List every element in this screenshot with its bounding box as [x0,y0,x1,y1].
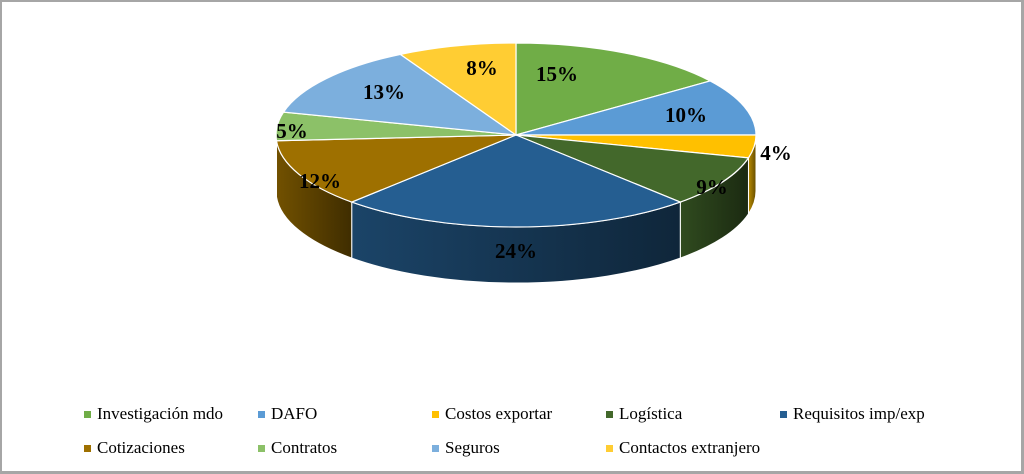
legend-label: Seguros [445,438,500,457]
pie-slice-1 [515,80,757,136]
legend-item-costos: Costos exportar [432,404,552,424]
pie-slice-0 [515,42,712,136]
data-label: 13% [363,80,405,104]
pie-slice-5 [275,134,517,203]
legend-label: Logística [619,404,683,423]
pie-slice-7 [282,53,519,136]
legend-swatch [258,410,265,418]
legend-item-contratos: Contratos [258,438,337,458]
legend-item-seguros: Seguros [432,438,500,458]
pie-sides [275,134,757,284]
legend-swatch [780,410,787,418]
legend-swatch [84,444,91,452]
legend-label: DAFO [271,404,318,423]
pie-slice-3 [515,134,750,203]
data-label: 5% [276,119,308,143]
legend-item-dafo: DAFO [258,404,317,424]
legend-swatch [258,444,265,452]
pie-slice-4 [350,134,682,228]
pie-slice-8 [398,42,517,137]
legend-swatch [606,410,613,418]
data-label: 10% [665,103,707,127]
data-label: 4% [760,141,792,165]
legend-item-requisitos: Requisitos imp/exp [780,404,925,424]
legend-swatch [84,410,91,418]
legend-label: Costos exportar [445,404,553,423]
legend-item-contactos: Contactos extranjero [606,438,760,458]
legend-label: Contratos [271,438,338,457]
legend-label: Contactos extranjero [619,438,761,457]
data-label: 8% [466,56,498,80]
data-label: 9% [696,175,728,199]
legend-swatch [432,444,439,452]
chart-legend: Investigación mdo DAFO Costos exportar L… [0,400,1024,470]
data-label: 15% [536,62,578,86]
legend-item-investigacion: Investigación mdo [84,404,223,424]
legend-item-logistica: Logística [606,404,682,424]
legend-item-cotizaciones: Cotizaciones [84,438,185,458]
legend-label: Requisitos imp/exp [793,404,925,423]
legend-label: Cotizaciones [97,438,185,457]
legend-label: Investigación mdo [97,404,224,423]
legend-swatch [432,410,439,418]
legend-swatch [606,444,613,452]
pie-chart: 15% 10% 4% 9% 24% 12% 5% 13% 8% [275,42,792,284]
data-label: 24% [495,239,537,263]
data-label: 12% [299,169,341,193]
